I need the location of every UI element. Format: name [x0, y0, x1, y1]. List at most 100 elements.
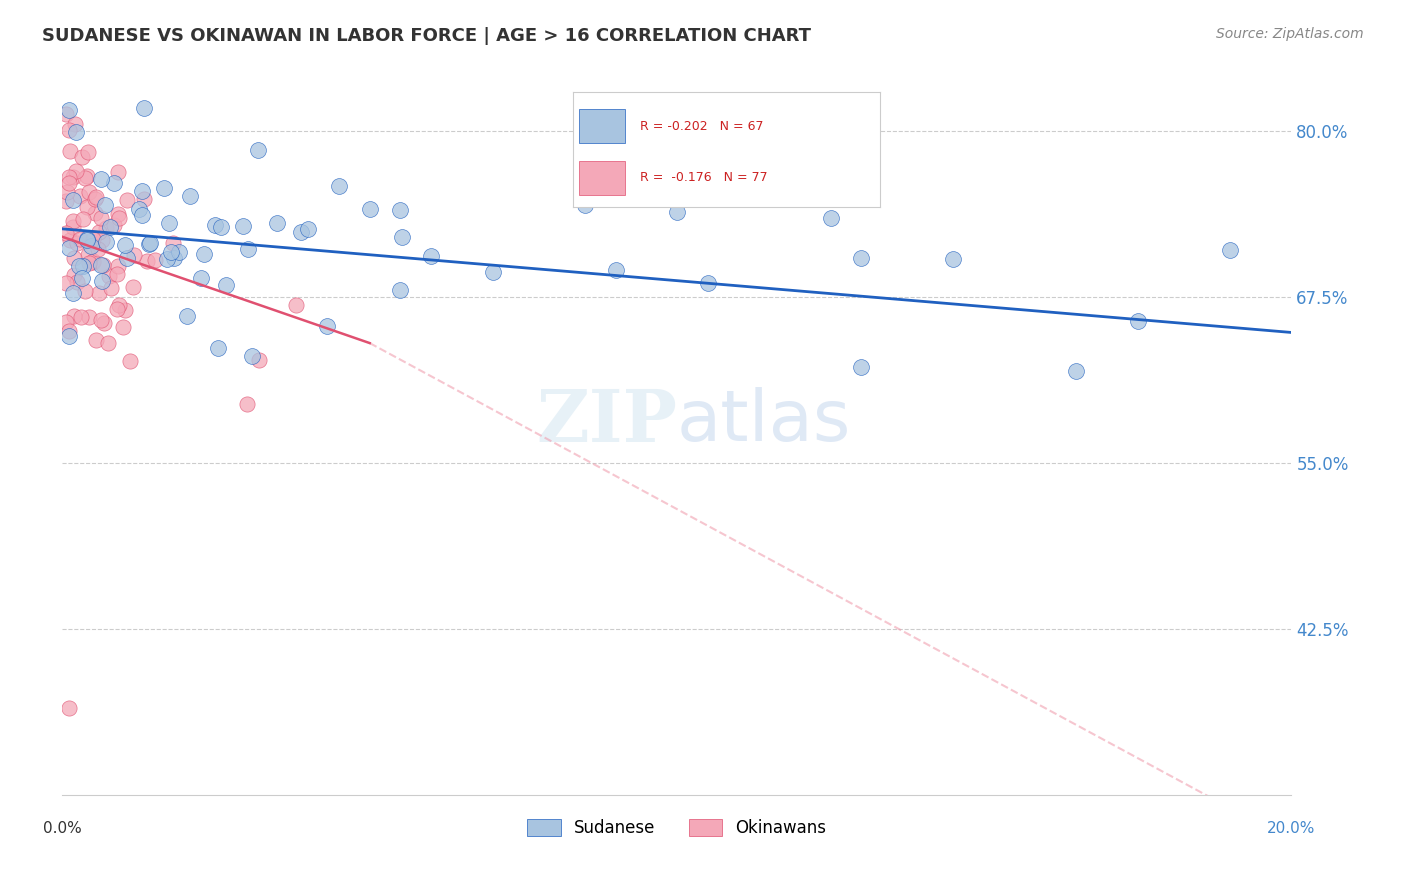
Okinawans — [82, 254, 104, 268]
Okinawans — [93, 316, 115, 330]
Okinawans — [62, 213, 84, 227]
Sudanese — [1126, 314, 1149, 328]
Okinawans — [236, 397, 259, 411]
Okinawans — [87, 225, 110, 239]
Okinawans — [75, 284, 97, 298]
Okinawans — [69, 232, 91, 246]
Sudanese — [574, 198, 596, 212]
Sudanese — [72, 270, 94, 285]
Sudanese — [207, 341, 229, 355]
Sudanese — [160, 245, 183, 260]
Sudanese — [114, 238, 136, 252]
Sudanese — [240, 349, 263, 363]
Sudanese — [153, 180, 176, 194]
Okinawans — [285, 298, 308, 312]
Sudanese — [389, 283, 412, 297]
Sudanese — [94, 235, 117, 249]
Sudanese — [605, 263, 627, 277]
Okinawans — [103, 219, 125, 233]
Okinawans — [114, 303, 136, 318]
Sudanese — [204, 218, 226, 232]
Okinawans — [94, 220, 117, 235]
Okinawans — [72, 212, 94, 227]
Text: atlas: atlas — [676, 387, 852, 456]
Okinawans — [66, 236, 89, 251]
Okinawans — [83, 192, 105, 206]
Okinawans — [87, 242, 110, 256]
Okinawans — [118, 354, 141, 368]
Text: ZIP: ZIP — [536, 386, 676, 458]
Sudanese — [94, 198, 117, 212]
Okinawans — [63, 268, 86, 283]
Sudanese — [328, 178, 350, 193]
Okinawans — [98, 269, 121, 284]
Okinawans — [58, 176, 80, 190]
Okinawans — [58, 324, 80, 338]
Sudanese — [58, 328, 80, 343]
Okinawans — [63, 310, 86, 324]
Sudanese — [132, 101, 155, 115]
Okinawans — [97, 336, 120, 351]
Sudanese — [820, 211, 842, 225]
Okinawans — [107, 206, 129, 220]
Okinawans — [62, 219, 84, 234]
Okinawans — [56, 185, 79, 199]
Sudanese — [100, 219, 122, 234]
Sudanese — [167, 245, 190, 260]
Okinawans — [65, 164, 87, 178]
Sudanese — [62, 193, 84, 207]
Sudanese — [359, 202, 381, 217]
Okinawans — [58, 170, 80, 185]
Sudanese — [389, 202, 412, 217]
Sudanese — [420, 250, 443, 264]
Sudanese — [90, 258, 112, 272]
Okinawans — [90, 312, 112, 326]
Okinawans — [55, 227, 77, 241]
Okinawans — [111, 320, 134, 334]
Sudanese — [72, 259, 94, 273]
Okinawans — [55, 315, 77, 329]
Sudanese — [65, 125, 87, 139]
Sudanese — [481, 265, 503, 279]
Okinawans — [55, 107, 77, 121]
Okinawans — [55, 194, 77, 208]
Sudanese — [215, 277, 238, 292]
Okinawans — [121, 280, 143, 294]
Sudanese — [942, 252, 965, 267]
Legend: Sudanese, Okinawans: Sudanese, Okinawans — [520, 813, 834, 844]
Sudanese — [91, 273, 114, 287]
Okinawans — [247, 352, 270, 367]
Sudanese — [76, 233, 98, 247]
Sudanese — [62, 285, 84, 300]
Okinawans — [91, 258, 114, 272]
Okinawans — [55, 276, 77, 290]
Sudanese — [209, 219, 232, 234]
Okinawans — [124, 248, 146, 262]
Okinawans — [91, 233, 114, 247]
Sudanese — [76, 232, 98, 246]
Text: 20.0%: 20.0% — [1267, 822, 1316, 837]
Okinawans — [108, 211, 131, 226]
Okinawans — [105, 268, 128, 282]
Okinawans — [76, 200, 98, 214]
Sudanese — [696, 277, 718, 291]
Okinawans — [77, 145, 100, 159]
Okinawans — [77, 248, 100, 262]
Okinawans — [105, 301, 128, 316]
Sudanese — [297, 222, 319, 236]
Sudanese — [139, 236, 162, 251]
Okinawans — [100, 281, 122, 295]
Okinawans — [62, 169, 84, 184]
Sudanese — [131, 184, 153, 198]
Okinawans — [70, 150, 93, 164]
Okinawans — [89, 286, 111, 301]
Sudanese — [851, 359, 873, 374]
Sudanese — [232, 219, 254, 233]
Sudanese — [236, 242, 259, 256]
Okinawans — [58, 123, 80, 137]
Text: 0.0%: 0.0% — [44, 822, 82, 837]
Sudanese — [162, 252, 184, 266]
Sudanese — [665, 204, 688, 219]
Okinawans — [79, 310, 101, 324]
Okinawans — [59, 144, 82, 158]
